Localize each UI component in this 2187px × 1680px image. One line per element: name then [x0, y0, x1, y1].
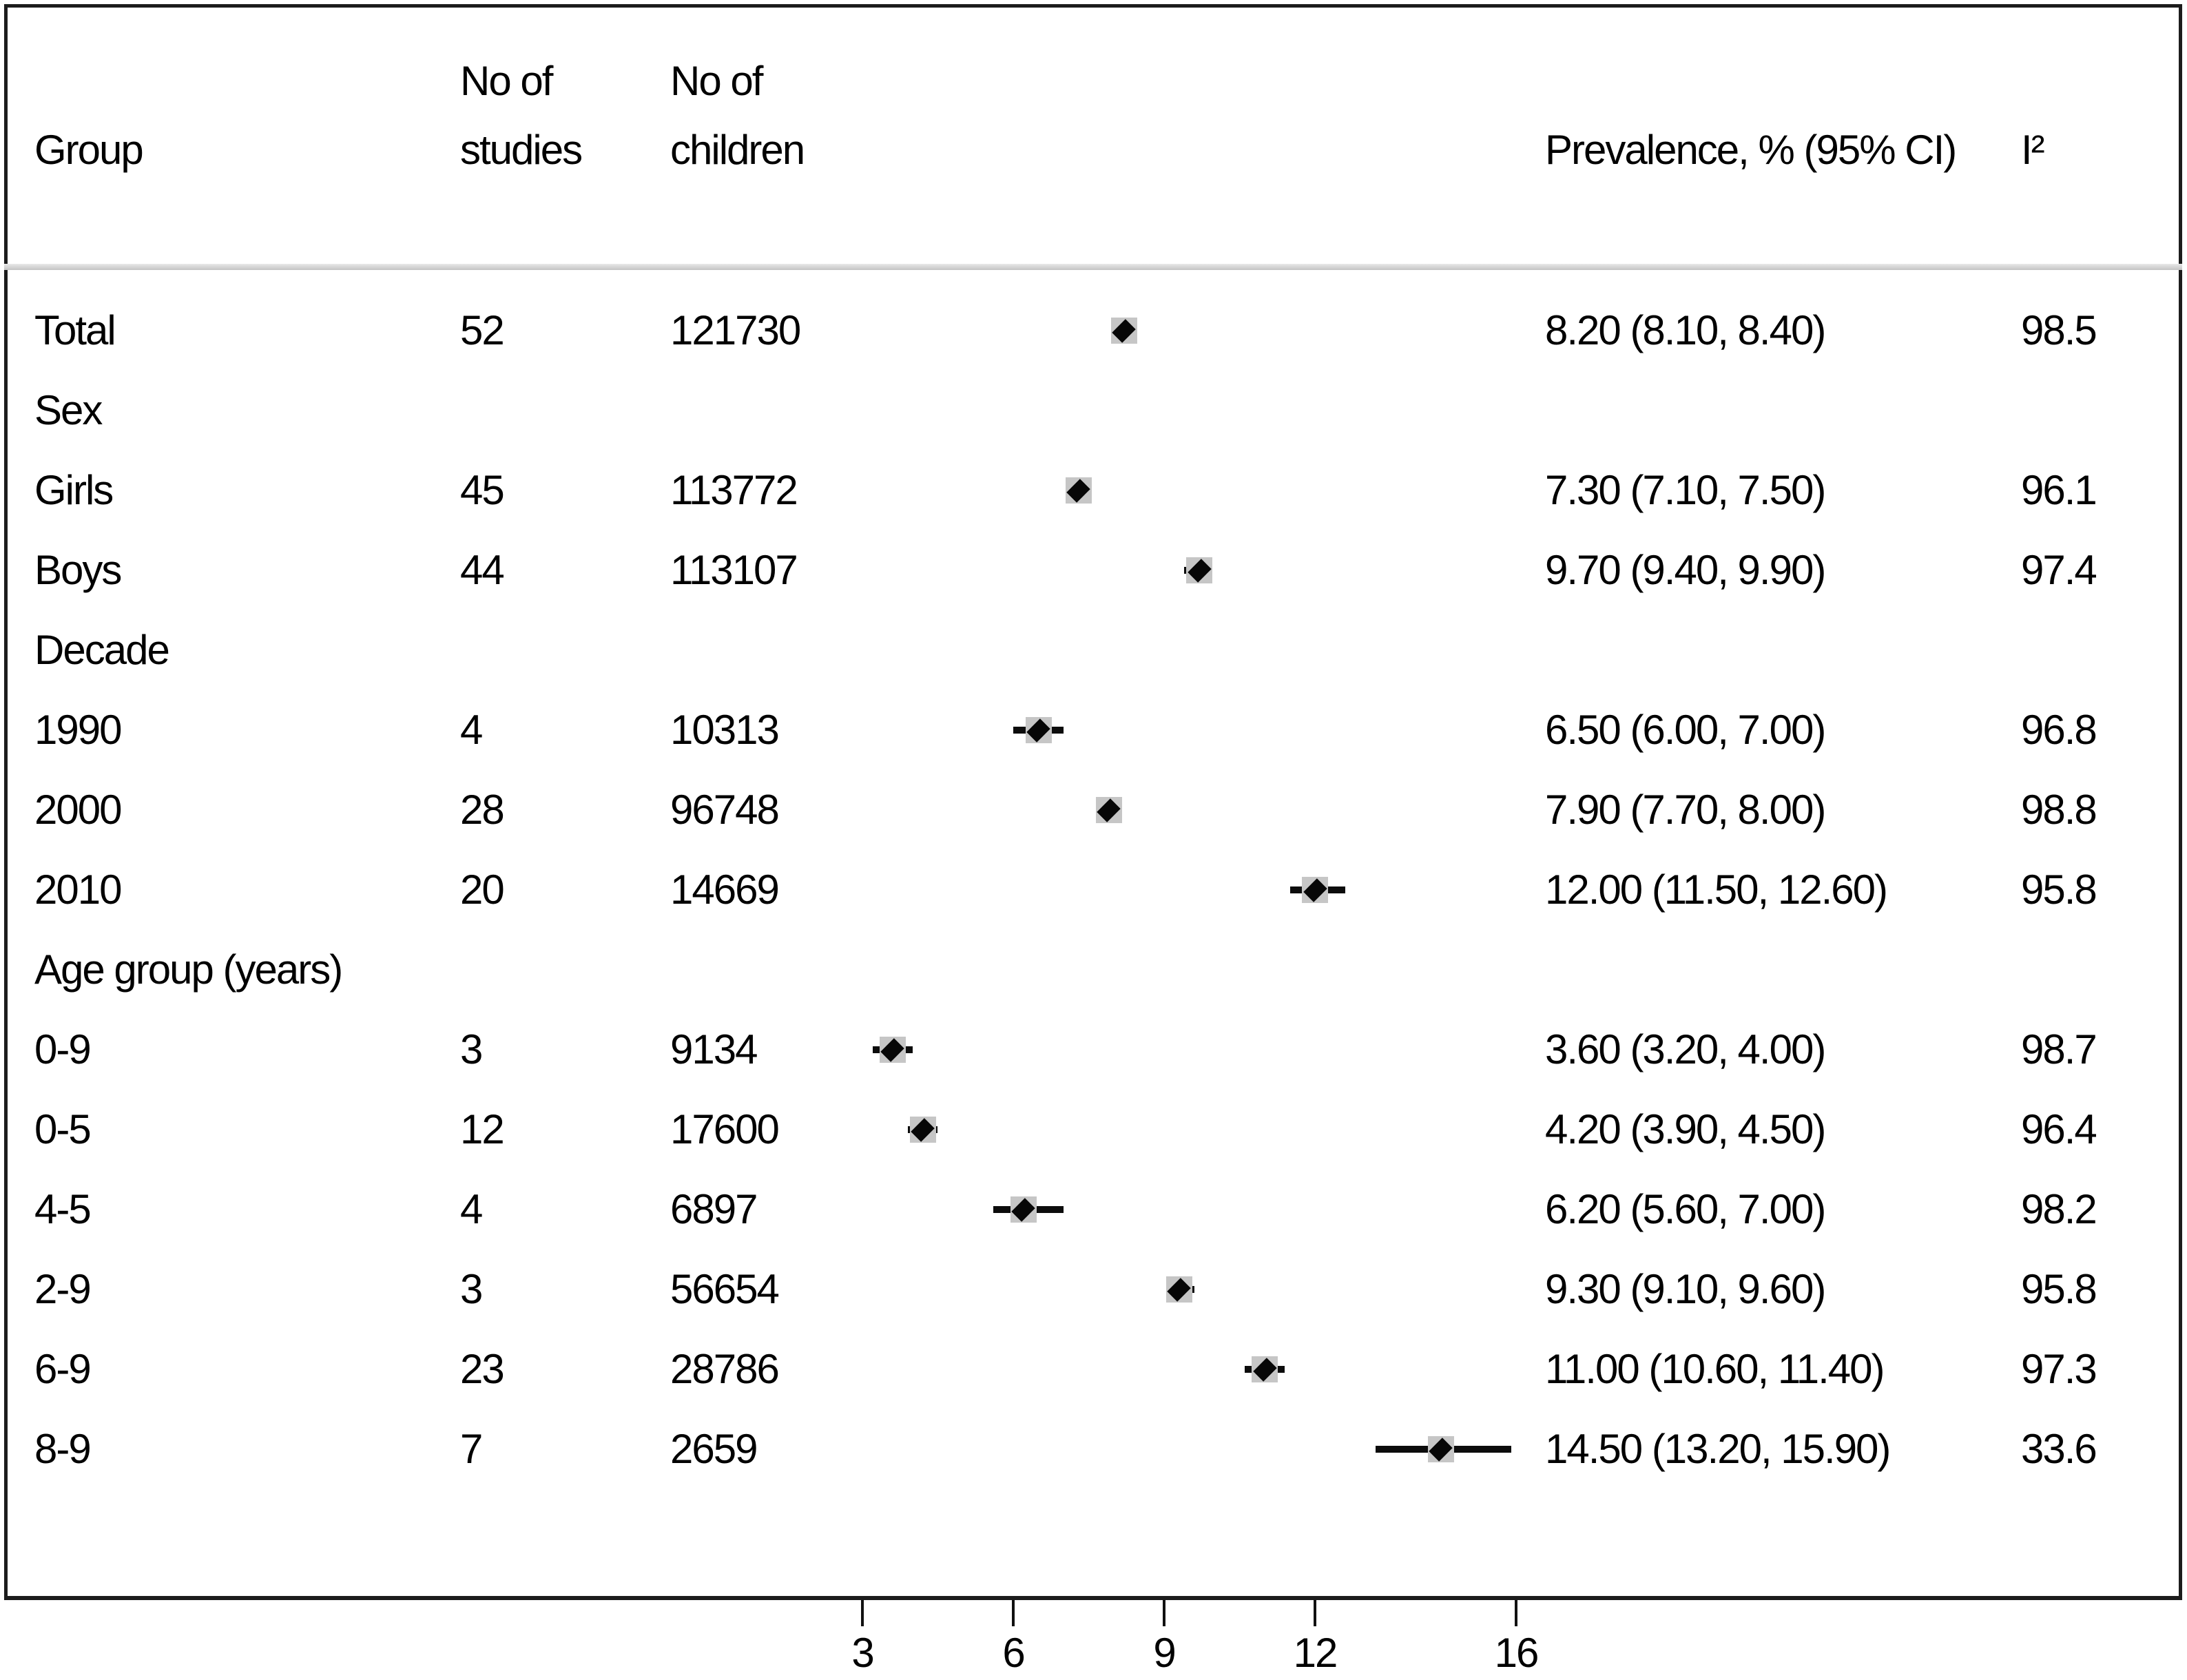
- i2-value: 96.8: [2021, 707, 2097, 753]
- group-label: 1990: [34, 707, 122, 753]
- column-header-children-line2: children: [670, 127, 805, 173]
- studies-value: 28: [460, 787, 505, 833]
- group-label: Girls: [34, 467, 114, 513]
- studies-value: 4: [460, 707, 483, 753]
- i2-value: 96.1: [2021, 467, 2097, 513]
- column-header-studies-line2: studies: [460, 127, 583, 173]
- children-value: 96748: [670, 787, 780, 833]
- children-value: 56654: [670, 1266, 780, 1312]
- section-label: Age group (years): [34, 946, 343, 993]
- children-value: 113107: [670, 547, 798, 593]
- x-axis-tick: [1314, 1600, 1316, 1626]
- column-header-i2: I²: [2021, 127, 2045, 173]
- i2-value: 33.6: [2021, 1426, 2097, 1472]
- x-axis-tick-label: 9: [1153, 1630, 1176, 1676]
- section-label: Decade: [34, 627, 170, 673]
- group-label: 4-5: [34, 1186, 92, 1232]
- prevalence-value: 8.20 (8.10, 8.40): [1545, 307, 1826, 353]
- group-label: 2000: [34, 787, 122, 833]
- children-value: 9134: [670, 1026, 758, 1072]
- group-label: Boys: [34, 547, 122, 593]
- group-label: 6-9: [34, 1346, 92, 1392]
- children-value: 113772: [670, 467, 798, 513]
- group-label: 2-9: [34, 1266, 92, 1312]
- section-label: Sex: [34, 387, 103, 433]
- prevalence-value: 4.20 (3.90, 4.50): [1545, 1106, 1826, 1152]
- children-value: 121730: [670, 307, 801, 353]
- prevalence-value: 6.50 (6.00, 7.00): [1545, 707, 1826, 753]
- studies-value: 52: [460, 307, 505, 353]
- group-label: 2010: [34, 867, 122, 913]
- studies-value: 12: [460, 1106, 505, 1152]
- x-axis-tick: [1012, 1600, 1015, 1626]
- studies-value: 44: [460, 547, 505, 593]
- children-value: 6897: [670, 1186, 758, 1232]
- prevalence-value: 7.90 (7.70, 8.00): [1545, 787, 1826, 833]
- i2-value: 98.5: [2021, 307, 2097, 353]
- group-label: 8-9: [34, 1426, 92, 1472]
- prevalence-value: 9.70 (9.40, 9.90): [1545, 547, 1826, 593]
- prevalence-value: 12.00 (11.50, 12.60): [1545, 867, 1888, 913]
- x-axis-tick: [1515, 1600, 1517, 1626]
- i2-value: 97.3: [2021, 1346, 2097, 1392]
- studies-value: 45: [460, 467, 505, 513]
- prevalence-value: 6.20 (5.60, 7.00): [1545, 1186, 1826, 1232]
- column-header-studies-line1: No of: [460, 58, 553, 104]
- prevalence-value: 3.60 (3.20, 4.00): [1545, 1026, 1826, 1072]
- i2-value: 95.8: [2021, 1266, 2097, 1312]
- column-header-group: Group: [34, 127, 144, 173]
- i2-value: 95.8: [2021, 867, 2097, 913]
- studies-value: 20: [460, 867, 505, 913]
- children-value: 2659: [670, 1426, 758, 1472]
- group-label: Total: [34, 307, 116, 353]
- x-axis-tick-label: 6: [1002, 1630, 1025, 1676]
- prevalence-value: 9.30 (9.10, 9.60): [1545, 1266, 1826, 1312]
- studies-value: 3: [460, 1266, 483, 1312]
- prevalence-value: 14.50 (13.20, 15.90): [1545, 1426, 1891, 1472]
- group-label: 0-9: [34, 1026, 92, 1072]
- x-axis-tick-label: 12: [1293, 1630, 1338, 1676]
- i2-value: 98.8: [2021, 787, 2097, 833]
- studies-value: 4: [460, 1186, 483, 1232]
- i2-value: 98.2: [2021, 1186, 2097, 1232]
- studies-value: 23: [460, 1346, 505, 1392]
- i2-value: 98.7: [2021, 1026, 2097, 1072]
- i2-value: 97.4: [2021, 547, 2097, 593]
- header-divider: [4, 264, 2182, 270]
- x-axis-tick-label: 16: [1494, 1630, 1540, 1676]
- column-header-children-line1: No of: [670, 58, 763, 104]
- prevalence-value: 11.00 (10.60, 11.40): [1545, 1346, 1885, 1392]
- column-header-prevalence: Prevalence, % (95% CI): [1545, 127, 1957, 173]
- studies-value: 3: [460, 1026, 483, 1072]
- x-axis-tick-label: 3: [851, 1630, 874, 1676]
- plot-frame: [4, 4, 2182, 1600]
- children-value: 14669: [670, 867, 780, 913]
- studies-value: 7: [460, 1426, 483, 1472]
- children-value: 28786: [670, 1346, 780, 1392]
- prevalence-value: 7.30 (7.10, 7.50): [1545, 467, 1826, 513]
- x-axis-tick: [1163, 1600, 1165, 1626]
- i2-value: 96.4: [2021, 1106, 2097, 1152]
- children-value: 17600: [670, 1106, 780, 1152]
- x-axis-tick: [861, 1600, 864, 1626]
- children-value: 10313: [670, 707, 780, 753]
- group-label: 0-5: [34, 1106, 92, 1152]
